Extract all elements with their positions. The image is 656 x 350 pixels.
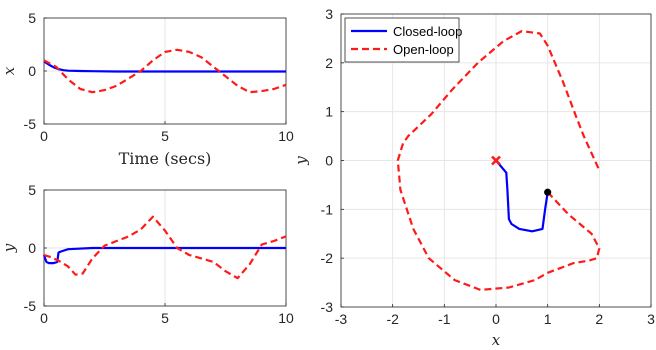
y-tick-label: -5 — [24, 298, 37, 314]
tick-labels: 0 5 10-505 — [24, 10, 294, 144]
legend-box — [344, 17, 460, 63]
x-tick-label: 0 — [40, 128, 48, 144]
closed-loop-series — [43, 60, 286, 73]
y-axis-label: y — [0, 243, 18, 253]
x-tick-label: 3 — [647, 311, 655, 327]
y-tick-label: 5 — [28, 182, 36, 198]
x-tick-label: 2 — [595, 311, 603, 327]
x-tick-label: -1 — [438, 311, 451, 327]
y-tick-label: 0 — [325, 153, 333, 169]
x-tick-label: 5 — [161, 310, 169, 326]
y-tick-label: -1 — [321, 201, 334, 217]
y-tick-label: 0 — [28, 240, 36, 256]
y-tick-label: 1 — [325, 104, 333, 120]
tick-labels: 0 5 10-505 — [24, 182, 294, 326]
tick-labels: -3 -2 -1 0 1 2 3 -3 -2 -1 0 1 2 3 — [321, 6, 656, 327]
y-tick-label: -5 — [24, 116, 37, 132]
equilibrium-cross — [491, 155, 501, 166]
x-tick-label: 10 — [278, 310, 294, 326]
closed-loop-series — [42, 246, 286, 265]
x-axis-label: x — [492, 331, 501, 349]
closed-loop-series — [495, 159, 549, 233]
x-tick-label: -3 — [335, 311, 348, 327]
y-axis-label: x — [0, 66, 18, 75]
x-tick-label: 1 — [544, 311, 552, 327]
x-tick-label: -2 — [386, 311, 399, 327]
y-tick-label: 3 — [325, 6, 333, 22]
open-loop-series — [43, 48, 287, 94]
open-loop-series — [396, 30, 601, 291]
y-tick-label: 2 — [325, 55, 333, 71]
x-vs-time-plot: 0 5 10-505 Time (secs) x — [0, 10, 294, 168]
start-point — [544, 188, 552, 196]
series-group — [42, 215, 287, 280]
legend-label-closed-loop: Closed-loop — [393, 24, 462, 39]
series-group — [43, 48, 287, 94]
x-tick-label: 0 — [492, 311, 500, 327]
legend: Closed-loop Open-loop — [344, 17, 462, 63]
legend-label-open-loop: Open-loop — [393, 42, 454, 57]
x-tick-label: 0 — [40, 310, 48, 326]
x-tick-label: 10 — [278, 128, 294, 144]
y-tick-label: -3 — [321, 299, 334, 315]
y-tick-label: 5 — [28, 10, 36, 26]
y-tick-label: -2 — [321, 250, 334, 266]
marker-group — [491, 155, 552, 196]
series-group — [396, 30, 601, 291]
y-vs-time-plot: 0 5 10-505 y — [0, 182, 294, 326]
phase-portrait-plot: -3 -2 -1 0 1 2 3 -3 -2 -1 0 1 2 3 x y Closed-loop Ope… — [292, 6, 655, 349]
open-loop-series — [43, 215, 287, 280]
y-tick-label: 0 — [28, 63, 36, 79]
x-axis-label: Time (secs) — [119, 149, 212, 168]
x-tick-label: 5 — [161, 128, 169, 144]
y-axis-label: y — [292, 156, 310, 166]
